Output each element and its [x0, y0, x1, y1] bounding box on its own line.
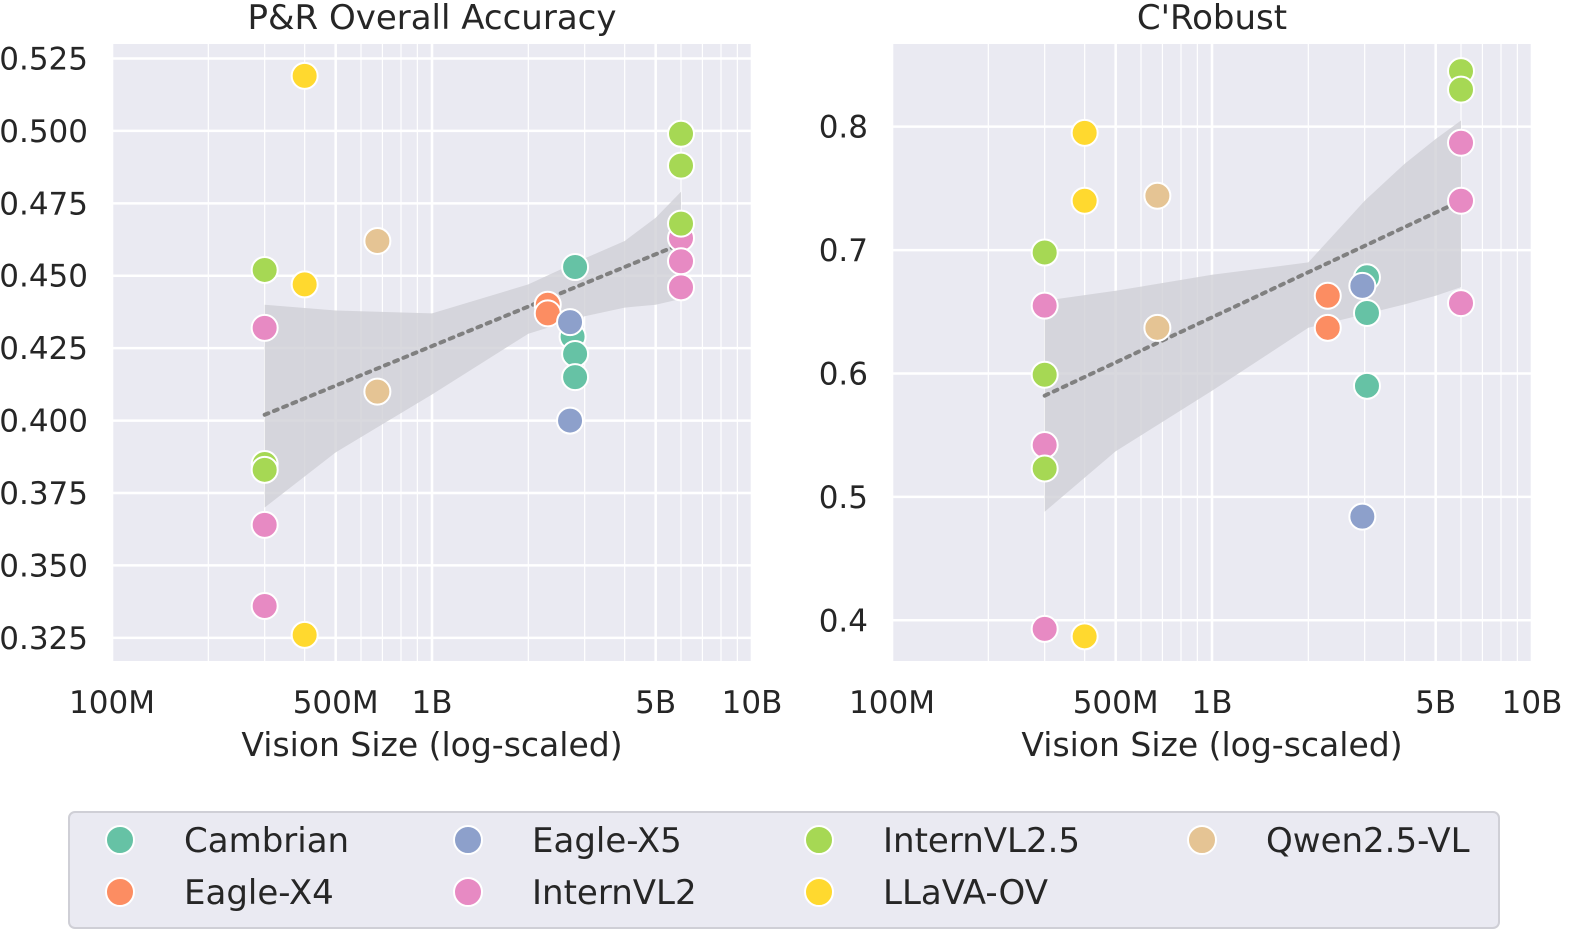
left-y-tick-label: 0.525 [0, 41, 88, 77]
left-x-tick-label: 500M [293, 685, 379, 721]
left-y-tick-label: 0.500 [0, 114, 88, 150]
left-point-internvl2 [250, 313, 279, 342]
left-x-tick-label: 5B [635, 685, 676, 721]
left-point-eagle-x5 [556, 308, 585, 337]
left-y-tick-label: 0.475 [0, 186, 88, 222]
left-point-internvl2-5 [250, 455, 279, 484]
legend-marker-internvl2-5 [804, 825, 834, 855]
right-point-qwen2-5-vl [1143, 313, 1172, 342]
right-point-internvl2-5 [1030, 454, 1059, 483]
right-x-axis-label: Vision Size (log-scaled) [1021, 725, 1402, 764]
left-y-tick-label: 0.375 [0, 476, 88, 512]
left-chart-title: P&R Overall Accuracy [248, 0, 617, 38]
legend-label-qwen2-5-vl: Qwen2.5-VL [1266, 821, 1470, 861]
left-point-qwen2-5-vl [363, 377, 392, 406]
left-y-tick-label: 0.425 [0, 331, 88, 367]
right-point-internvl2 [1030, 291, 1059, 320]
left-chart: 0.325 0.350 0.375 0.400 0.425 0.450 0.475 0.500… [0, 0, 782, 764]
left-x-tick-label: 1B [412, 685, 453, 721]
left-point-internvl2-5 [667, 209, 696, 238]
left-x-tick-label: 10B [722, 685, 783, 721]
right-point-eagle-x4 [1313, 313, 1342, 342]
left-point-internvl2 [667, 247, 696, 276]
right-point-qwen2-5-vl [1143, 181, 1172, 210]
right-point-cambrian [1352, 371, 1381, 400]
left-point-internvl2 [250, 591, 279, 620]
left-point-internvl2 [250, 510, 279, 539]
left-point-cambrian [561, 363, 590, 392]
left-y-tick-label: 0.400 [0, 404, 88, 440]
right-point-internvl2 [1447, 289, 1476, 318]
right-point-llava-ov [1070, 622, 1099, 651]
legend-label-eagle-x4: Eagle-X4 [184, 873, 334, 913]
right-confidence-band [1044, 120, 1461, 512]
legend-label-llava-ov: LLaVA-OV [883, 873, 1048, 913]
left-point-cambrian [561, 253, 590, 282]
right-trend-line [1042, 198, 1464, 398]
left-trend-line [262, 241, 684, 417]
right-point-eagle-x4 [1313, 281, 1342, 310]
right-point-internvl2 [1447, 128, 1476, 157]
left-point-llava-ov [290, 270, 319, 299]
right-point-internvl2-5 [1030, 360, 1059, 389]
left-point-cambrian [561, 339, 590, 368]
right-point-internvl2 [1447, 186, 1476, 215]
left-point-internvl2-5 [250, 255, 279, 284]
right-x-tick-label: 5B [1415, 685, 1456, 721]
legend-marker-internvl2 [453, 877, 483, 907]
legend-label-internvl2-5: InternVL2.5 [883, 821, 1080, 861]
left-point-llava-ov [290, 61, 319, 90]
legend-marker-cambrian [105, 825, 135, 855]
left-y-tick-label: 0.325 [0, 621, 88, 657]
left-point-llava-ov [290, 620, 319, 649]
right-point-eagle-x5 [1348, 502, 1377, 531]
right-x-tick-label: 100M [849, 685, 935, 721]
right-x-tick-label: 10B [1502, 685, 1563, 721]
left-point-qwen2-5-vl [363, 226, 392, 255]
left-point-internvl2 [667, 273, 696, 302]
left-y-tick-label: 0.350 [0, 548, 88, 584]
legend-marker-qwen2-5-vl [1187, 825, 1217, 855]
right-y-tick-label: 0.6 [819, 356, 868, 392]
right-point-internvl2 [1030, 614, 1059, 643]
left-y-tick-label: 0.450 [0, 259, 88, 295]
legend: Cambrian Eagle-X4 Eagle-X5 InternVL2 InternV… [68, 811, 1500, 929]
left-x-tick-label: 100M [69, 685, 155, 721]
right-point-internvl2-5 [1030, 238, 1059, 267]
right-y-tick-label: 0.7 [819, 233, 868, 269]
right-point-internvl2-5 [1447, 75, 1476, 104]
legend-marker-llava-ov [804, 877, 834, 907]
right-chart-title: C'Robust [1137, 0, 1287, 38]
legend-label-eagle-x5: Eagle-X5 [532, 821, 682, 861]
legend-label-cambrian: Cambrian [184, 821, 349, 861]
right-y-tick-label: 0.4 [819, 603, 868, 639]
legend-box [68, 811, 1500, 929]
right-x-tick-label: 500M [1073, 685, 1159, 721]
legend-marker-eagle-x4 [105, 877, 135, 907]
left-x-axis-label: Vision Size (log-scaled) [241, 725, 622, 764]
legend-marker-eagle-x5 [453, 825, 483, 855]
right-point-eagle-x5 [1348, 271, 1377, 300]
right-point-llava-ov [1070, 186, 1099, 215]
right-chart: 0.4 0.5 0.6 0.7 0.8 100M 500M 1B 5B 10B C'Robust Vi… [819, 0, 1563, 764]
right-point-llava-ov [1070, 118, 1099, 147]
right-y-tick-label: 0.5 [819, 480, 868, 516]
left-point-eagle-x5 [556, 406, 585, 435]
left-point-internvl2-5 [667, 151, 696, 180]
right-y-tick-label: 0.8 [819, 110, 868, 146]
right-point-internvl2 [1030, 431, 1059, 460]
left-point-internvl2-5 [667, 119, 696, 148]
right-x-tick-label: 1B [1192, 685, 1233, 721]
right-point-cambrian [1352, 299, 1381, 328]
legend-label-internvl2: InternVL2 [532, 873, 697, 913]
